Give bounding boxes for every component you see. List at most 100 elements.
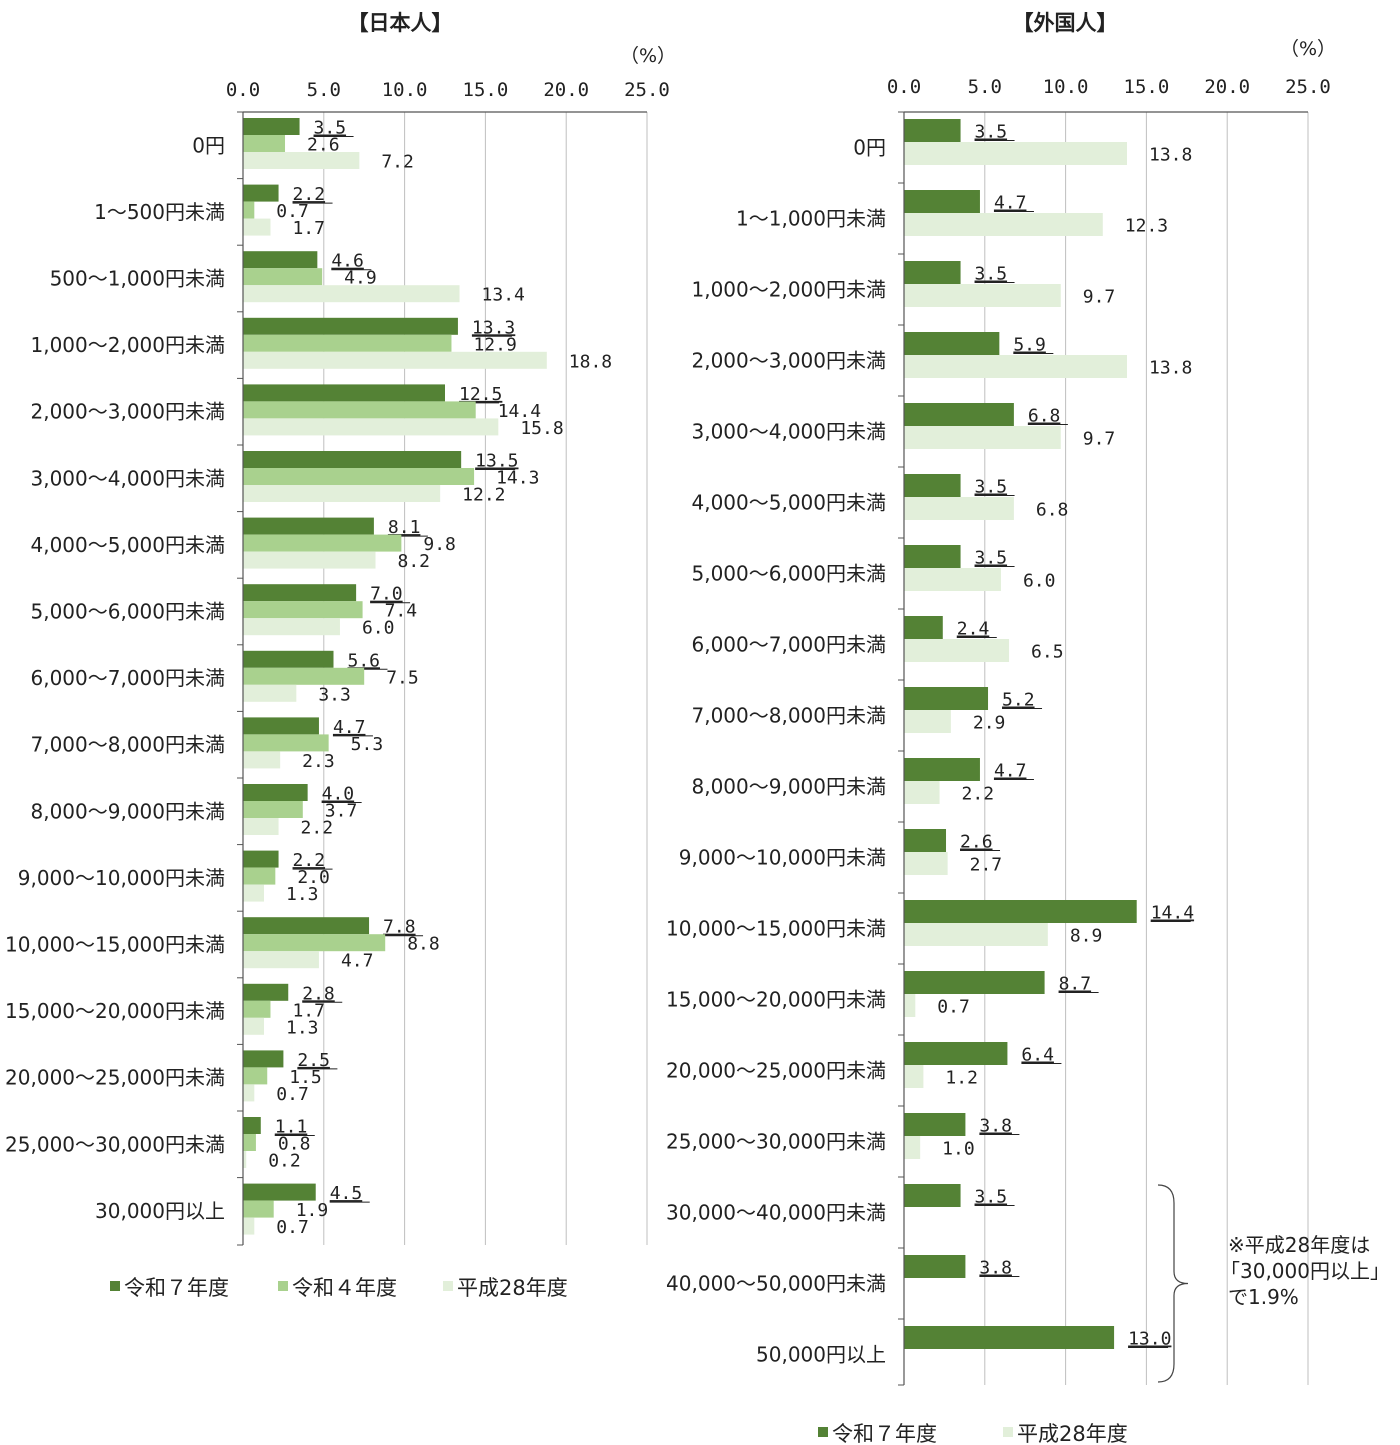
bar-jp-s0 [243, 717, 319, 735]
bar-fr-s1 [904, 1065, 924, 1088]
bar-fr-s1 [904, 284, 1061, 307]
data-label: 14.4 [498, 401, 541, 422]
data-label: 1.7 [292, 218, 325, 239]
category-label: 25,000～30,000円未満 [666, 1130, 886, 1154]
bar-fr-s1 [904, 142, 1128, 165]
tick-label: 0.0 [887, 76, 921, 98]
data-label: 1.9 [296, 1200, 329, 1221]
bar-jp-s1 [243, 1000, 271, 1018]
data-label: 3.5 [314, 118, 347, 139]
category-label: 2,000～3,000円未満 [30, 400, 225, 424]
category-label: 25,000～30,000円未満 [5, 1132, 225, 1156]
data-label: 9.8 [423, 534, 456, 555]
category-label: 30,000～40,000円未満 [666, 1201, 886, 1225]
data-label: 13.3 [472, 317, 515, 338]
bar-jp-s2 [243, 485, 441, 502]
bar-fr-s0 [904, 190, 980, 213]
bar-fr-s0 [904, 261, 961, 284]
legend-swatch [1003, 1427, 1013, 1437]
legend-label: 平成28年度 [457, 1276, 568, 1300]
chart-title: 【外国人】 [1013, 11, 1118, 35]
bar-fr-s0 [904, 687, 989, 710]
data-label: 12.2 [462, 485, 505, 506]
data-label: 6.0 [1023, 571, 1056, 592]
bar-fr-s1 [904, 923, 1048, 946]
category-label: 0円 [853, 136, 886, 160]
data-label: 18.8 [569, 351, 612, 372]
bar-jp-s0 [243, 917, 370, 935]
data-label: 4.6 [331, 251, 364, 272]
legend-label: 平成28年度 [1017, 1422, 1128, 1445]
data-label: 5.3 [351, 734, 384, 755]
legend-label: 令和４年度 [292, 1276, 397, 1300]
data-label: 0.7 [276, 201, 309, 222]
bar-jp-s0 [243, 451, 462, 468]
bar-jp-s2 [243, 818, 279, 835]
category-label: 2,000～3,000円未満 [691, 349, 886, 373]
data-label: 3.7 [325, 801, 358, 822]
tick-label: 5.0 [307, 79, 341, 101]
chart-jp: 【日本人】 （%） 0.0 5.0 10.0 15.0 20.0 25.0 0円 3.52.6 7.… [5, 11, 676, 1300]
data-label: 2.6 [307, 135, 340, 156]
category-label: 3,000～4,000円未満 [691, 420, 886, 444]
category-label: 15,000～20,000円未満 [5, 999, 225, 1023]
data-label: 7.4 [385, 601, 418, 622]
bar-jp-s1 [243, 1134, 256, 1151]
data-label: 8.1 [388, 517, 421, 538]
data-label: 12.5 [459, 384, 502, 405]
bar-fr-s0 [904, 1042, 1008, 1065]
data-label: 1.3 [286, 884, 319, 905]
data-label: 15.8 [520, 418, 563, 439]
tick-label: 25.0 [1285, 76, 1331, 98]
category-label: 0円 [192, 133, 225, 157]
data-label: 4.7 [333, 717, 366, 738]
legend-label: 令和７年度 [832, 1422, 937, 1445]
data-label: 8.9 [1070, 926, 1103, 947]
tick-label: 15.0 [463, 79, 509, 101]
bar-fr-s0 [904, 1255, 966, 1278]
bar-fr-s1 [904, 639, 1010, 662]
category-label: 4,000～5,000円未満 [691, 491, 886, 515]
category-label: 15,000～20,000円未満 [666, 988, 886, 1012]
bar-jp-s2 [243, 551, 376, 569]
bar-fr-s0 [904, 900, 1137, 923]
bar-jp-s1 [243, 201, 255, 219]
category-label: 500～1,000円未満 [50, 267, 225, 291]
data-label: 2.3 [302, 751, 335, 772]
tick-label: 15.0 [1124, 76, 1170, 98]
category-label: 5,000～6,000円未満 [30, 600, 225, 624]
bar-jp-s1 [243, 1200, 274, 1218]
bar-jp-s0 [243, 983, 289, 1001]
data-label: 2.8 [302, 983, 335, 1004]
category-label: 6,000～7,000円未満 [691, 633, 886, 657]
category-label: 9,000～10,000円未満 [18, 866, 225, 890]
bar-jp-s0 [243, 1117, 261, 1134]
data-label: 7.8 [383, 917, 416, 938]
bar-jp-s0 [243, 118, 300, 135]
bar-jp-s0 [243, 650, 334, 668]
bar-jp-s0 [243, 850, 279, 868]
data-label: 2.0 [297, 867, 330, 888]
data-label: 0.2 [268, 1151, 301, 1172]
data-label: 3.5 [975, 477, 1008, 498]
tick-label: 5.0 [968, 76, 1002, 98]
unit-label: （%） [1280, 38, 1336, 60]
bar-fr-s1 [904, 568, 1001, 591]
bar-fr-s0 [904, 616, 943, 639]
data-label: 13.0 [1128, 1329, 1171, 1350]
bar-jp-s2 [243, 884, 265, 902]
bar-fr-s1 [904, 497, 1014, 520]
data-label: 9.7 [1083, 287, 1116, 308]
category-label: 3,000～4,000円未満 [30, 466, 225, 490]
data-label: 2.5 [297, 1050, 330, 1071]
bar-jp-s1 [243, 468, 475, 485]
data-label: 5.2 [1002, 690, 1035, 711]
data-label: 4.7 [994, 761, 1027, 782]
note-text: 「30,000円以上」 [1220, 1259, 1390, 1283]
tick-label: 20.0 [1204, 76, 1250, 98]
data-label: 2.9 [973, 713, 1006, 734]
data-label: 6.5 [1031, 642, 1064, 663]
bar-jp-s2 [243, 1017, 265, 1035]
bar-jp-s2 [243, 218, 271, 236]
